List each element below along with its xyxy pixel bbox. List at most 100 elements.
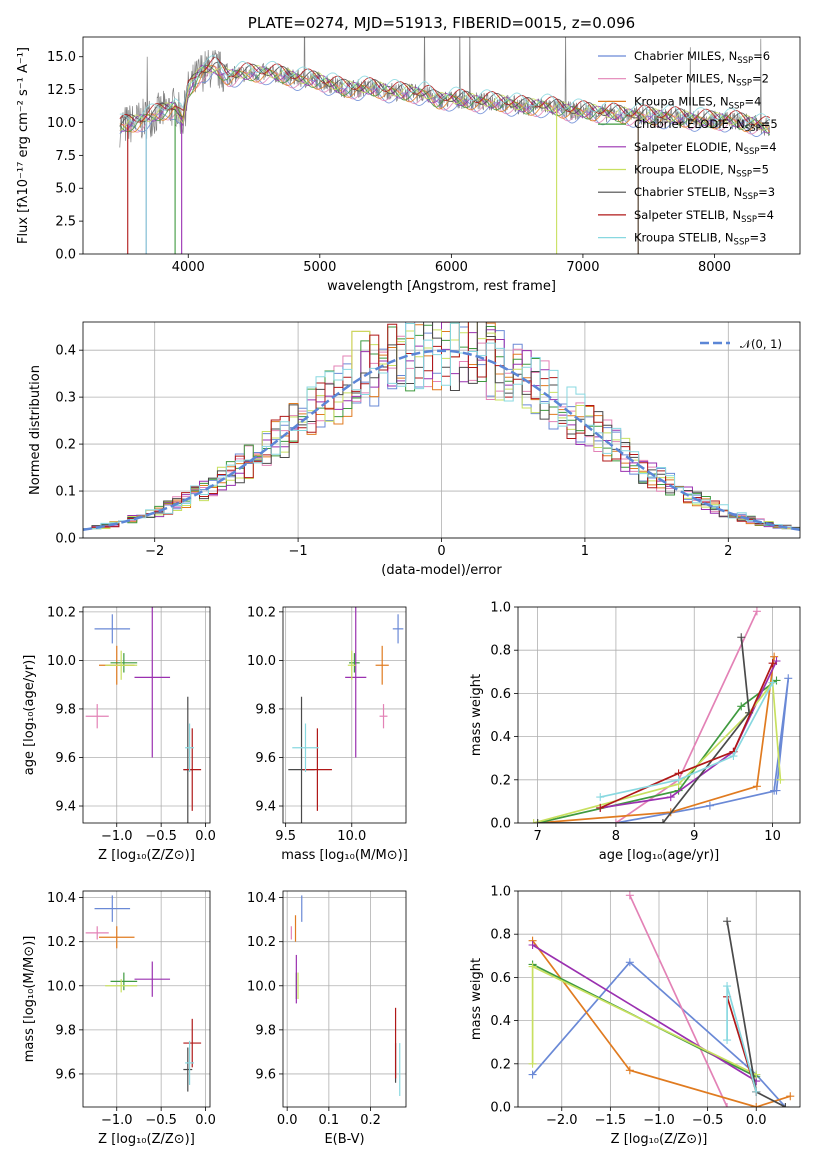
y-tick-label: 0.2 xyxy=(490,1057,511,1072)
x-axis-label: Z [log₁₀(Z/Z⊙)] xyxy=(98,1132,195,1147)
chart-title: PLATE=0274, MJD=51913, FIBERID=0015, z=0… xyxy=(248,14,635,32)
y-axis-label: mass weight xyxy=(469,958,484,1040)
axes-frame xyxy=(82,321,801,539)
x-tick-label: 0.0 xyxy=(746,1113,767,1128)
weight-marker xyxy=(723,1036,732,1045)
y-axis-label: Flux [fλ10⁻¹⁷ erg cm⁻² s⁻¹ A⁻¹] xyxy=(16,47,31,244)
model-spectrum-line xyxy=(119,65,771,135)
x-axis-label: Z [log₁₀(Z/Z⊙)] xyxy=(98,848,195,863)
residual-histogram-line xyxy=(83,322,800,530)
weight-marker xyxy=(770,786,779,795)
y-tick-label: 0.6 xyxy=(490,687,511,702)
legend-label-suffix: =3 xyxy=(758,185,775,199)
legend-label-suffix: =4 xyxy=(744,94,761,108)
weight-marker xyxy=(752,1103,761,1107)
x-tick-label: −1.0 xyxy=(643,1113,675,1128)
y-tick-label: 10.0 xyxy=(247,979,276,994)
legend-label-suffix: =6 xyxy=(753,49,770,63)
legend-label: Salpeter STELIB, NSSP=4 xyxy=(634,208,774,225)
model-spectrum-line xyxy=(119,55,771,123)
x-axis-label: Z [log₁₀(Z/Z⊙)] xyxy=(611,1132,708,1147)
axes-frame xyxy=(82,36,801,255)
x-tick-label: −1.5 xyxy=(595,1113,627,1128)
y-tick-label: 10.2 xyxy=(47,935,76,950)
y-tick-label: 10.0 xyxy=(247,654,276,669)
y-tick-label: 9.6 xyxy=(55,751,76,766)
weight-line xyxy=(537,679,778,823)
y-tick-label: 0.4 xyxy=(55,344,76,359)
legend-label: Kroupa STELIB, NSSP=3 xyxy=(634,231,766,248)
y-axis-label: mass [log₁₀(M/M⊙)] xyxy=(22,936,37,1063)
x-tick-label: 0.0 xyxy=(195,829,216,844)
weight-line xyxy=(600,682,774,798)
x-tick-label: −2.0 xyxy=(546,1113,578,1128)
spectrum-plot-area xyxy=(119,37,771,254)
x-tick-label: −0.5 xyxy=(145,829,177,844)
legend-label-main: Salpeter MILES, N xyxy=(634,72,736,86)
normal-reference-curve xyxy=(83,349,800,532)
weight-marker xyxy=(625,958,634,967)
y-tick-label: 0.4 xyxy=(490,1014,511,1029)
axes-frame xyxy=(517,606,801,824)
x-tick-label: 7 xyxy=(533,829,541,844)
x-tick-label: 0.0 xyxy=(277,1113,298,1128)
weight-marker xyxy=(528,941,537,949)
y-tick-label: 9.4 xyxy=(255,800,276,815)
y-tick-label: 9.8 xyxy=(55,702,76,717)
legend-label-suffix: =4 xyxy=(760,140,777,154)
y-tick-label: 7.5 xyxy=(55,149,76,164)
weight-marker xyxy=(786,1092,795,1101)
axes-frame xyxy=(517,890,801,1108)
weight-marker xyxy=(752,607,761,616)
legend-label-main: Salpeter STELIB, N xyxy=(634,208,741,222)
weight-marker xyxy=(596,803,605,812)
x-tick-label: −1.0 xyxy=(101,1113,133,1128)
x-tick-label: 0.1 xyxy=(319,1113,340,1128)
y-tick-label: 9.6 xyxy=(255,1067,276,1082)
x-tick-label: −2 xyxy=(145,544,164,559)
legend-label-sub: SSP xyxy=(742,192,758,202)
ssp-Z-weights-plot-area xyxy=(528,891,795,1107)
x-tick-label: 8000 xyxy=(698,260,731,275)
y-tick-label: 0.8 xyxy=(490,644,511,659)
legend-label-suffix: =2 xyxy=(752,72,769,86)
weight-marker xyxy=(625,891,634,900)
x-tick-label: −1 xyxy=(289,544,308,559)
weight-marker xyxy=(611,819,620,823)
y-tick-label: 0.2 xyxy=(490,773,511,788)
weight-marker xyxy=(705,801,714,810)
y-tick-label: 10.0 xyxy=(47,654,76,669)
legend-label-suffix: =5 xyxy=(761,117,778,131)
axes-frame xyxy=(82,606,211,824)
y-tick-label: 2.5 xyxy=(55,215,76,230)
weight-marker xyxy=(658,819,667,823)
weight-marker xyxy=(784,674,793,683)
y-tick-label: 0.0 xyxy=(490,1101,511,1116)
legend-label-sub: SSP xyxy=(744,147,760,157)
reference-legend-label: 𝒩(0, 1) xyxy=(740,337,782,351)
x-tick-label: 0.0 xyxy=(195,1113,216,1128)
x-tick-label: 1 xyxy=(581,544,589,559)
x-tick-label: 10.0 xyxy=(337,829,366,844)
x-axis-label: E(B-V) xyxy=(324,1132,364,1147)
legend-label-sub: SSP xyxy=(736,79,752,89)
y-tick-label: 10.4 xyxy=(47,891,76,906)
axes-frame xyxy=(282,890,407,1108)
legend-label-sub: SSP xyxy=(745,124,761,134)
mass-vs-EBV-axes: 0.0 0.1 0.2 9.6 9.8 10.0 10.2 10.4 E(B-V) xyxy=(247,890,407,1147)
x-tick-label: −1.0 xyxy=(101,829,133,844)
weight-marker xyxy=(528,1070,537,1079)
weight-marker xyxy=(770,652,779,661)
x-tick-label: 10 xyxy=(764,829,781,844)
legend-label: Chabrier STELIB, NSSP=3 xyxy=(634,185,775,202)
weight-line xyxy=(537,656,775,823)
mass-vs-Z-axes: −1.0 −0.5 0.0 9.6 9.8 10.0 10.2 10.4 Z [log₁₀(Z/… xyxy=(22,890,216,1147)
ssp-age-weights-axes: 7 8 9 10 0.0 0.2 0.4 0.6 0.8 1.0 age [log₁₀(age/yr… xyxy=(469,601,801,863)
y-axis-label: age [log₁₀(age/yr)] xyxy=(22,655,37,776)
weight-line xyxy=(537,637,750,823)
y-tick-label: 9.4 xyxy=(55,800,76,815)
y-tick-label: 9.8 xyxy=(255,1023,276,1038)
y-tick-label: 0.2 xyxy=(55,438,76,453)
legend-label-main: Salpeter ELODIE, N xyxy=(634,140,744,154)
